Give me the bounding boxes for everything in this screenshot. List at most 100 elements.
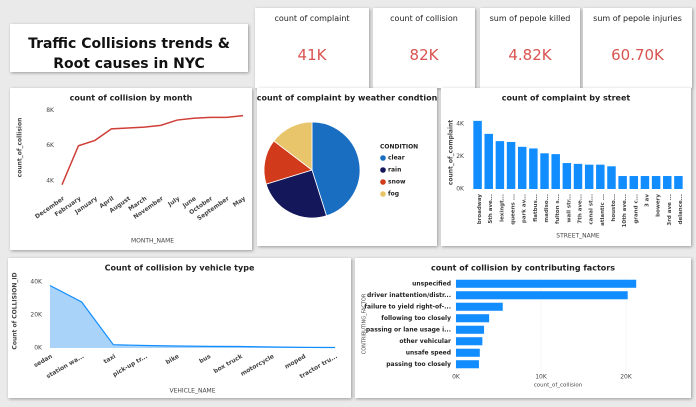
dashboard-title: Traffic Collisions trends & Root causes … [28,36,230,72]
area [50,285,335,348]
bar [640,176,650,189]
kpi-card: sum of pepole killed 4.82K [480,8,580,88]
y-tick-label: passing or lane usage i... [366,326,451,333]
x-tick-label: June [181,195,198,210]
bar [506,141,516,189]
title-card: Traffic Collisions trends & Root causes … [10,24,248,72]
y-tick-label: 0K [456,186,465,193]
bar [596,164,605,189]
x-tick-label: 20K [620,374,633,381]
x-tick-label: motorcycle [239,353,275,378]
x-tick-label: August [108,195,132,215]
x-tick-label: fulton s... [555,194,561,224]
x-tick-label: 3rd ave ... [667,194,673,226]
x-tick-label: lexingt... [499,194,505,222]
x-tick-label: grand c... [633,194,639,224]
legend-label: rain [388,167,401,174]
pie-slice [263,140,313,185]
legend-label: snow [388,179,406,186]
bar [456,314,490,323]
pie-slice [273,121,313,171]
x-tick-label: tractor tru... [299,353,339,380]
legend-swatch [380,167,386,173]
x-tick-label: station wa... [45,353,85,380]
x-tick-label: queens ... [511,194,517,225]
x-tick-label: sedan [33,353,54,369]
chart-title: count of complaint by street [502,94,631,103]
y-tick-label: 8K [46,107,55,114]
bar [674,176,683,189]
panel [8,258,351,398]
chart-title: Count of collision by vehicle type [105,264,255,273]
bar [484,133,493,189]
y-tick-label: driver inattention/distr... [367,292,451,299]
x-tick-label: atlantic ... [600,194,606,226]
pie-slice [265,169,327,219]
legend-swatch [380,191,386,197]
x-tick-label: taxi [102,353,117,365]
y-tick-label: 20K [30,312,43,319]
bar [517,146,527,189]
x-tick-label: bus [198,353,212,365]
bar [456,279,637,288]
y-tick-label: unsafe speed [406,349,451,356]
kpi-card: count of complaint 41K [255,8,369,88]
x-tick-label: March [127,195,148,213]
x-tick-label: pick-up tr... [112,353,149,378]
x-tick-label: delance... [678,194,684,224]
legend-label: fog [388,191,399,198]
kpi-value: 4.82K [508,46,552,64]
x-tick-label: January [73,195,99,216]
x-tick-label: canal st... [589,194,595,225]
y-tick-label: following too closely [381,315,451,322]
x-axis-title: MONTH_NAME [131,238,174,245]
bar [629,176,639,189]
line [61,114,244,185]
x-tick-label: 5th ave... [488,194,494,224]
bar [540,153,549,189]
legend-label: clear [388,155,405,162]
y-axis-title: Count of COLLISION_ID [12,272,19,349]
x-tick-label: park av... [522,194,528,223]
x-tick-label: 0K [452,374,461,381]
y-axis-title: count_of_collision [17,118,24,178]
x-tick-label: April [98,195,115,210]
bar [663,176,672,189]
y-tick-label: other vehicular [399,338,451,345]
bar [495,141,505,189]
x-tick-label: May [232,195,247,209]
area-line [49,284,336,349]
x-tick-label: December [34,195,66,220]
x-tick-label: moped [284,353,307,371]
kpi-value: 41K [297,46,327,64]
x-tick-label: madiso... [544,194,550,223]
x-tick-label: box truck [213,352,245,375]
bar [456,291,628,300]
x-tick-label: 10K [535,374,548,381]
bar [551,154,560,189]
y-tick-label: 4K [456,121,465,128]
x-axis-title: VEHICLE_NAME [169,388,215,395]
y-tick-label: 40K [30,279,43,286]
chart-title: count of collision by month [70,94,193,103]
bar [584,164,594,189]
panels [8,88,691,398]
x-tick-label: bowery [656,194,662,217]
x-tick-label: February [54,195,83,218]
y-axis-title: CONTRIBUTING_FACTOR [362,293,368,354]
y-tick-label: 2K [456,153,465,160]
x-tick-label: flatbus... [533,194,539,222]
legend-swatch [380,155,386,161]
x-tick-label: 3 av [644,194,650,207]
legend-swatch [380,179,386,185]
chart-title: count of complaint by weather condtion [257,94,438,103]
y-tick-label: 0K [34,345,43,352]
bar [473,120,482,189]
y-axis-title: count_of_complaint [448,120,455,185]
panel [441,88,691,246]
kpi-label: sum of pepole killed [489,14,571,23]
kpi-label: count of complaint [274,14,350,23]
panel [257,88,437,246]
y-tick-label: 4K [46,178,55,185]
x-axis-title: count_of_collision [534,383,583,389]
